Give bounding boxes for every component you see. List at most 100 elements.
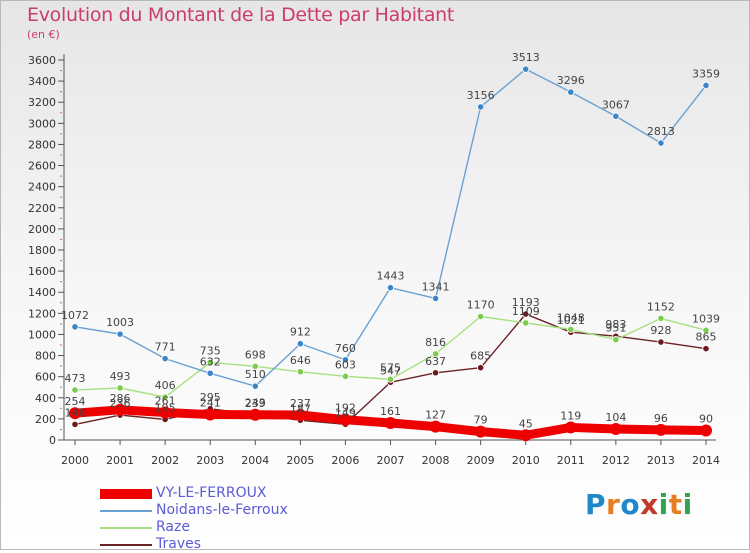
data-point bbox=[477, 103, 485, 111]
data-label: 243 bbox=[245, 396, 266, 409]
data-label: 149 bbox=[335, 406, 356, 419]
data-label: 192 bbox=[335, 402, 356, 415]
data-point bbox=[161, 355, 169, 363]
data-label: 286 bbox=[110, 392, 131, 405]
data-point bbox=[522, 65, 530, 73]
x-tick-label: 2008 bbox=[422, 454, 450, 467]
data-point bbox=[702, 345, 710, 353]
data-label: 3513 bbox=[512, 51, 540, 64]
x-tick-label: 2000 bbox=[61, 454, 89, 467]
legend-label: VY-LE-FERROUX bbox=[156, 485, 267, 501]
data-label: 241 bbox=[200, 397, 221, 410]
data-point bbox=[431, 294, 440, 303]
data-label: 473 bbox=[65, 372, 86, 385]
y-tick-label: 0 bbox=[49, 434, 56, 447]
data-point bbox=[431, 350, 440, 358]
data-point bbox=[71, 323, 79, 331]
proxiti-logo[interactable]: Proxiti bbox=[585, 488, 693, 521]
data-label: 239 bbox=[245, 397, 266, 410]
x-tick-label: 2002 bbox=[151, 454, 179, 467]
data-label: 547 bbox=[380, 364, 401, 377]
x-tick-label: 2013 bbox=[647, 454, 675, 467]
data-label: 632 bbox=[200, 355, 221, 368]
data-label: 236 bbox=[110, 397, 131, 410]
data-point bbox=[159, 406, 172, 419]
data-point bbox=[384, 417, 397, 430]
data-label: 865 bbox=[696, 331, 717, 344]
y-tick-label: 2000 bbox=[28, 223, 56, 236]
data-point bbox=[251, 382, 259, 390]
data-label: 951 bbox=[605, 322, 626, 335]
y-tick-label: 2400 bbox=[28, 181, 56, 194]
y-tick-label: 600 bbox=[35, 371, 56, 384]
data-label: 1021 bbox=[557, 314, 585, 327]
x-tick-label: 2012 bbox=[602, 454, 630, 467]
data-point bbox=[702, 81, 710, 90]
y-tick-label: 1800 bbox=[28, 244, 56, 257]
logo-letter: i bbox=[682, 488, 693, 521]
data-label: 637 bbox=[425, 355, 446, 368]
data-label: 261 bbox=[155, 394, 176, 407]
data-label: 771 bbox=[155, 341, 176, 354]
x-tick-label: 2004 bbox=[241, 454, 269, 467]
data-point bbox=[116, 330, 124, 338]
y-tick-label: 800 bbox=[35, 350, 56, 363]
legend-swatch bbox=[100, 544, 152, 546]
data-label: 1003 bbox=[106, 316, 134, 329]
data-point bbox=[612, 336, 620, 344]
data-point bbox=[477, 364, 485, 372]
data-label: 148 bbox=[65, 406, 86, 419]
legend-swatch bbox=[100, 527, 152, 529]
data-label: 254 bbox=[65, 395, 86, 408]
logo-letter: o bbox=[620, 488, 641, 521]
data-point bbox=[477, 312, 485, 321]
data-point bbox=[474, 425, 487, 438]
data-point bbox=[431, 369, 440, 377]
y-tick-label: 2800 bbox=[28, 138, 56, 151]
data-label: 698 bbox=[245, 348, 266, 361]
data-label: 3067 bbox=[602, 98, 630, 111]
y-tick-label: 3400 bbox=[28, 75, 56, 88]
data-label: 760 bbox=[335, 342, 356, 355]
data-point bbox=[429, 420, 442, 433]
data-point bbox=[522, 310, 530, 318]
data-label: 646 bbox=[290, 354, 311, 367]
data-label: 1039 bbox=[692, 312, 720, 325]
data-label: 79 bbox=[474, 414, 488, 427]
data-point bbox=[386, 375, 395, 383]
data-label: 3156 bbox=[467, 89, 495, 102]
logo-letter: t bbox=[668, 488, 683, 521]
data-label: 1109 bbox=[512, 305, 540, 318]
legend-swatch bbox=[100, 510, 152, 512]
data-point bbox=[700, 424, 712, 437]
data-point bbox=[251, 362, 259, 370]
legend-label: Traves bbox=[156, 536, 202, 552]
y-tick-label: 1400 bbox=[28, 286, 56, 299]
data-label: 90 bbox=[699, 413, 713, 426]
logo-letter: P bbox=[585, 488, 607, 521]
data-point bbox=[206, 358, 214, 367]
data-point bbox=[114, 403, 127, 416]
data-point bbox=[116, 384, 124, 392]
data-point bbox=[519, 429, 532, 442]
data-point bbox=[567, 88, 575, 96]
data-label: 45 bbox=[519, 417, 533, 430]
x-tick-label: 2003 bbox=[196, 454, 224, 467]
y-tick-label: 1200 bbox=[28, 307, 56, 320]
data-point bbox=[341, 372, 350, 380]
data-point bbox=[657, 314, 665, 322]
y-tick-label: 2200 bbox=[28, 202, 56, 215]
data-label: 295 bbox=[200, 391, 221, 404]
data-point bbox=[339, 413, 352, 426]
data-point bbox=[341, 356, 350, 364]
logo-letter: r bbox=[606, 488, 621, 521]
data-label: 603 bbox=[335, 358, 356, 371]
data-label: 161 bbox=[380, 405, 401, 418]
data-point bbox=[657, 139, 665, 147]
y-tick-label: 1600 bbox=[28, 265, 56, 278]
data-label: 1443 bbox=[377, 270, 405, 283]
x-tick-label: 2007 bbox=[377, 454, 405, 467]
data-label: 1341 bbox=[422, 280, 450, 293]
